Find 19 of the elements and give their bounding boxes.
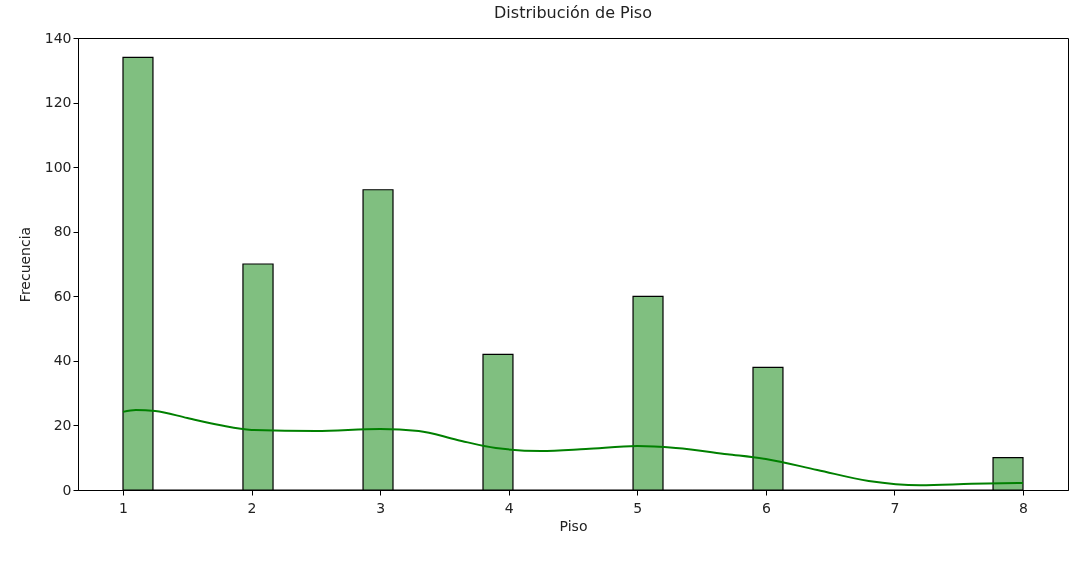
x-tick-label: 2 <box>247 499 257 516</box>
y-tick-label: 80 <box>53 223 72 240</box>
x-tick-label: 6 <box>761 499 771 516</box>
y-tick-label: 140 <box>44 29 72 46</box>
x-tick-label: 4 <box>504 499 514 516</box>
y-tick-label: 20 <box>53 416 72 433</box>
x-axis-title: Piso <box>559 517 588 534</box>
y-tick-label: 0 <box>62 481 72 498</box>
y-tick-label: 60 <box>53 287 72 304</box>
x-tick-label: 7 <box>890 499 900 516</box>
y-tick-label: 100 <box>44 158 72 175</box>
x-tick-label: 3 <box>376 499 386 516</box>
x-tick-label: 5 <box>633 499 643 516</box>
y-axis-title: Frecuencia <box>16 226 33 303</box>
x-tick-label: 8 <box>1019 499 1028 516</box>
x-tick-label: 1 <box>119 499 128 516</box>
y-tick-label: 120 <box>44 94 72 111</box>
y-tick-label: 40 <box>53 352 72 369</box>
chart-title: Distribución de Piso <box>494 3 652 22</box>
